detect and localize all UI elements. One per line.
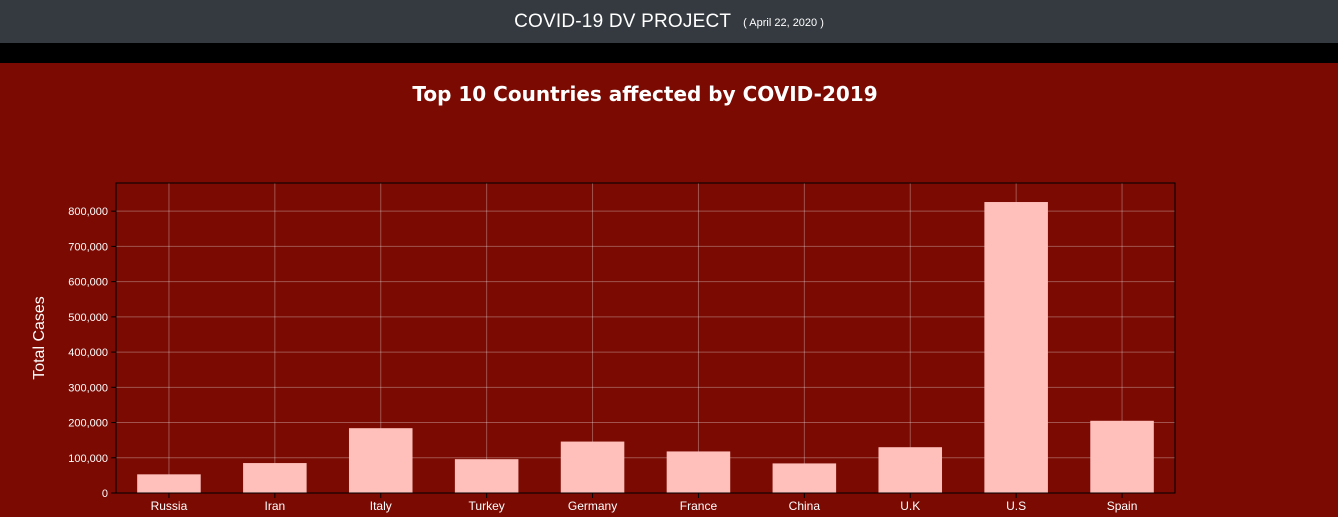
y-tick-label: 100,000: [68, 453, 108, 465]
bar-u-k[interactable]: [878, 447, 943, 493]
bar-france[interactable]: [666, 451, 731, 493]
x-tick-label: Iran: [265, 499, 286, 513]
x-tick-label: Russia: [151, 499, 188, 513]
y-tick-label: 300,000: [68, 382, 108, 394]
top-navbar: COVID-19 DV PROJECT ( April 22, 2020 ): [0, 0, 1338, 43]
y-tick-label: 400,000: [68, 347, 108, 359]
y-axis-ticks: 0 100,000 200,000 300,000 400,000 500,000 600,…: [68, 206, 116, 500]
y-tick-label: 600,000: [68, 277, 108, 289]
x-tick-label: France: [680, 499, 718, 513]
bar-china[interactable]: [772, 463, 837, 493]
bar-spain[interactable]: [1090, 420, 1154, 493]
y-tick-label: 500,000: [68, 312, 108, 324]
y-tick-label: 700,000: [68, 241, 108, 253]
y-tick-label: 200,000: [68, 418, 108, 430]
chart-bars: [137, 202, 1154, 494]
x-tick-label: Turkey: [469, 499, 505, 513]
x-tick-label: China: [789, 499, 821, 513]
bar-germany[interactable]: [560, 441, 625, 493]
x-axis-ticks: Russia Iran Italy Turkey Germany France China U…: [151, 493, 1138, 513]
y-axis-label: Total Cases: [31, 296, 48, 380]
bar-u-s[interactable]: [984, 202, 1048, 494]
bar-russia[interactable]: [137, 474, 201, 493]
x-tick-label: U.K: [900, 499, 920, 513]
app-title: COVID-19 DV PROJECT: [514, 10, 732, 32]
bar-iran[interactable]: [243, 463, 307, 493]
x-tick-label: Germany: [568, 499, 617, 513]
y-tick-label: 0: [102, 488, 108, 500]
report-date: ( April 22, 2020 ): [743, 16, 824, 29]
y-tick-label: 800,000: [68, 206, 108, 218]
header-divider: [0, 43, 1338, 63]
x-tick-label: Spain: [1107, 499, 1138, 513]
chart-axes: [115, 182, 1176, 494]
x-tick-label: Italy: [370, 499, 392, 513]
bar-italy[interactable]: [348, 428, 413, 493]
x-tick-label: U.S: [1006, 499, 1026, 513]
plot-frame: [115, 182, 1176, 494]
chart-title: Top 10 Countries affected by COVID-2019: [412, 82, 878, 106]
bar-turkey[interactable]: [454, 459, 519, 493]
